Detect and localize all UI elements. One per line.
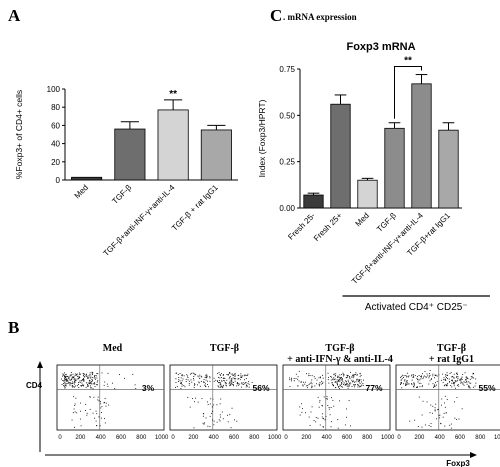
significance-bracket <box>394 66 422 119</box>
y-tick-label: 0 <box>56 176 61 185</box>
category-label: Fresh 25+ <box>312 211 344 243</box>
facs-title-2: TGF-β <box>209 343 240 354</box>
facs-percent: 3% <box>142 383 155 393</box>
bar <box>330 103 351 209</box>
panel-c-heading: . mRNA expression <box>283 12 357 22</box>
panel-label-a: A <box>8 6 21 25</box>
foxp3-axis-label: Foxp3 <box>446 459 470 467</box>
facs-x-tick: 1000 <box>155 435 169 441</box>
facs-x-tick: 800 <box>475 435 486 441</box>
chart-a: 0 20 40 60 80 100 %Foxp3+ of CD4+ cells Med TGF-… <box>14 85 238 258</box>
y-axis-label: Index (Foxp3/HPRT) <box>257 99 267 177</box>
facs-x-tick: 200 <box>188 435 199 441</box>
panel-label-b: B <box>8 318 20 337</box>
bar <box>438 129 459 209</box>
bar <box>200 129 232 181</box>
chart-title: Foxp3 mRNA <box>346 41 415 53</box>
facs-dots <box>400 370 477 429</box>
facs-x-tick: 1000 <box>381 435 395 441</box>
facs-title-3: TGF-β + anti-IFN-γ & anti-IL-4 <box>287 343 393 365</box>
panel-label-c: C <box>270 6 283 25</box>
significance-marker: ** <box>169 89 177 100</box>
facs-x-tick: 400 <box>435 435 446 441</box>
cd4-axis-label: CD4 <box>26 381 43 390</box>
facs-plot-frame <box>282 364 391 431</box>
facs-dots <box>61 371 137 428</box>
facs-x-tick: 0 <box>397 435 401 441</box>
facs-x-tick: 600 <box>455 435 466 441</box>
category-label: TGF-β <box>110 183 133 206</box>
facs-x-tick: 400 <box>322 435 333 441</box>
facs-x-tick: 600 <box>116 435 127 441</box>
facs-x-tick: 1000 <box>268 435 282 441</box>
facs-x-tick: 0 <box>171 435 175 441</box>
bar <box>411 83 432 209</box>
facs-plot-frame <box>56 364 165 431</box>
facs-percent: 56% <box>252 383 269 393</box>
facs-plot-frame <box>169 364 278 431</box>
facs-x-tick: 600 <box>342 435 353 441</box>
group-label: Activated CD4⁺ CD25⁻ <box>365 302 468 310</box>
facs-x-tick: 0 <box>58 435 62 441</box>
bar <box>303 194 324 209</box>
category-label: Med <box>73 183 90 200</box>
facs-x-tick: 200 <box>301 435 312 441</box>
facs-x-tick: 800 <box>362 435 373 441</box>
foxp3-axis-arrowhead <box>470 452 477 458</box>
y-tick-label: 0.50 <box>279 111 295 120</box>
y-axis-label: %Foxp3+ of CD4+ cells <box>14 90 24 179</box>
facs-title-1: Med <box>102 343 123 354</box>
facs-percent: 77% <box>365 383 382 393</box>
facs-dots <box>175 371 253 429</box>
y-tick-label: 0.00 <box>279 204 295 213</box>
facs-x-tick: 800 <box>249 435 260 441</box>
facs-percent: 55% <box>478 383 495 393</box>
facs-x-tick: 600 <box>229 435 240 441</box>
facs-x-tick: 400 <box>96 435 107 441</box>
facs-title-4: TGF-β + rat IgG1 <box>428 343 475 365</box>
facs-x-tick: 200 <box>414 435 425 441</box>
bar <box>114 128 146 181</box>
y-tick-label: 20 <box>51 158 60 167</box>
y-tick-label: 100 <box>47 85 61 94</box>
facs-x-tick: 400 <box>209 435 220 441</box>
facs-x-tick: 800 <box>136 435 147 441</box>
y-tick-label: 0.25 <box>279 158 295 167</box>
category-label: TGF-β+anti-INF-γ+anti-IL-4 <box>102 183 177 258</box>
facs-plot-frame <box>395 364 500 431</box>
cd4-axis-arrowhead <box>37 361 43 368</box>
bar <box>157 109 189 181</box>
significance-marker: ** <box>404 56 412 67</box>
bar <box>71 176 103 181</box>
facs-panel: CD4 Foxp3 3% 0 200 400 600 800 1000 56% 0 200 400 600… <box>26 361 500 467</box>
category-label: TGF-β <box>375 211 398 234</box>
category-label: Med <box>354 211 371 228</box>
facs-dots <box>289 370 364 429</box>
facs-x-tick: 0 <box>284 435 288 441</box>
bar <box>384 127 405 209</box>
chart-c: Foxp3 mRNA 0.00 0.25 0.50 0.75 Index (Foxp3/H… <box>257 41 490 310</box>
y-tick-label: 60 <box>51 121 60 130</box>
category-label: TGF-β + rat IgG1 <box>170 183 220 233</box>
facs-x-tick: 1000 <box>494 435 500 441</box>
facs-x-tick: 200 <box>75 435 86 441</box>
y-tick-label: 80 <box>51 103 60 112</box>
bar <box>357 179 378 209</box>
y-tick-label: 40 <box>51 140 60 149</box>
y-tick-label: 0.75 <box>279 65 295 74</box>
